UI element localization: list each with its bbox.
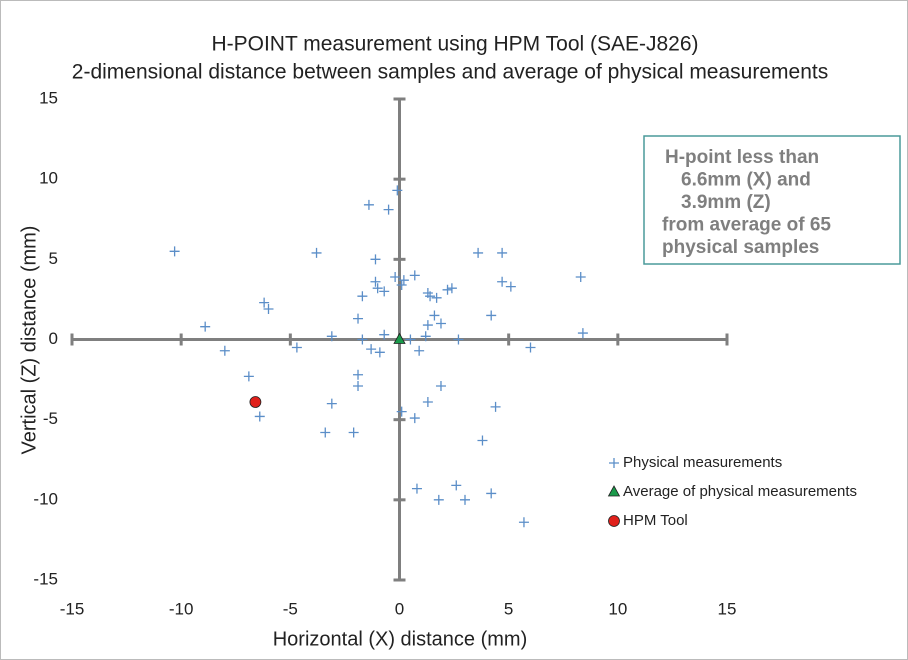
point [326,331,337,342]
point [254,411,265,422]
annotation-line: physical samples [662,237,819,258]
point [420,331,431,342]
x-axis-label: Horizontal (X) distance (mm) [273,628,528,650]
point [372,283,383,294]
point [366,344,377,355]
point [414,345,425,356]
point [348,427,359,438]
point [435,318,446,329]
legend-label: HPM Tool [623,512,688,529]
point [505,281,516,292]
point [398,275,409,286]
point [263,304,274,315]
x-tick-label: 0 [395,599,404,618]
point [383,204,394,215]
point [326,398,337,409]
point [473,247,484,258]
x-tick-label: 15 [718,599,737,618]
point [497,276,508,287]
point [477,435,488,446]
chart-subtitle: 2-dimensional distance between samples a… [72,61,828,84]
point [518,517,529,528]
point [405,334,416,345]
legend-marker [607,485,621,497]
point [422,397,433,408]
point [422,320,433,331]
point [379,286,390,297]
point [393,332,406,344]
point [392,185,403,196]
x-tick-label: 5 [504,599,513,618]
point [396,279,407,290]
annotation-line: from average of 65 [662,215,831,236]
y-tick-label: 15 [39,88,58,107]
x-tick-label: -10 [169,599,194,618]
y-tick-label: -10 [33,489,58,508]
point [353,380,364,391]
point [357,334,368,345]
point [490,401,501,412]
point [396,406,407,417]
point [200,321,211,332]
point [460,494,470,505]
annotation-line: 3.9mm (Z) [681,192,771,213]
chart-title: H-POINT measurement using HPM Tool (SAE-… [211,33,698,56]
x-tick-label: -15 [60,599,85,618]
legend-marker [609,458,619,468]
y-tick-label: 10 [39,169,58,188]
point [374,347,385,358]
point [243,371,254,382]
point [370,276,381,287]
point [259,297,270,308]
point [446,283,457,294]
point [425,291,436,302]
y-tick-label: 5 [49,249,58,268]
y-tick-label: -5 [43,409,58,428]
annotation-line: H-point less than [665,147,819,168]
point [249,396,262,408]
point [409,413,420,424]
annotation-line: 6.6mm (X) and [681,170,811,191]
point [435,380,446,391]
point [370,254,381,265]
point [486,310,497,321]
point [453,334,464,345]
y-tick-label: 0 [49,329,58,348]
point [390,271,401,282]
point [169,246,180,257]
y-tick-label: -15 [33,569,58,588]
annotation-box [643,135,901,265]
point [577,328,588,339]
point [451,480,462,491]
x-tick-label: -5 [283,599,298,618]
point [429,310,440,321]
point [409,270,420,281]
point [411,483,422,494]
y-axis-label: Vertical (Z) distance (mm) [18,226,40,455]
point [497,247,508,258]
point [486,488,497,499]
legend-marker [608,515,620,527]
point [379,329,390,340]
point [431,292,442,303]
point [363,199,374,210]
point [353,369,364,380]
point [311,247,322,258]
point [575,271,586,282]
point [525,342,536,353]
point [433,494,444,505]
point [357,291,368,302]
point [320,427,331,438]
point [353,313,364,324]
legend-label: Physical measurements [623,454,782,471]
x-tick-label: 10 [608,599,627,618]
point [291,342,302,353]
legend-label: Average of physical measurements [623,483,857,500]
point [442,284,453,295]
point [219,345,230,356]
